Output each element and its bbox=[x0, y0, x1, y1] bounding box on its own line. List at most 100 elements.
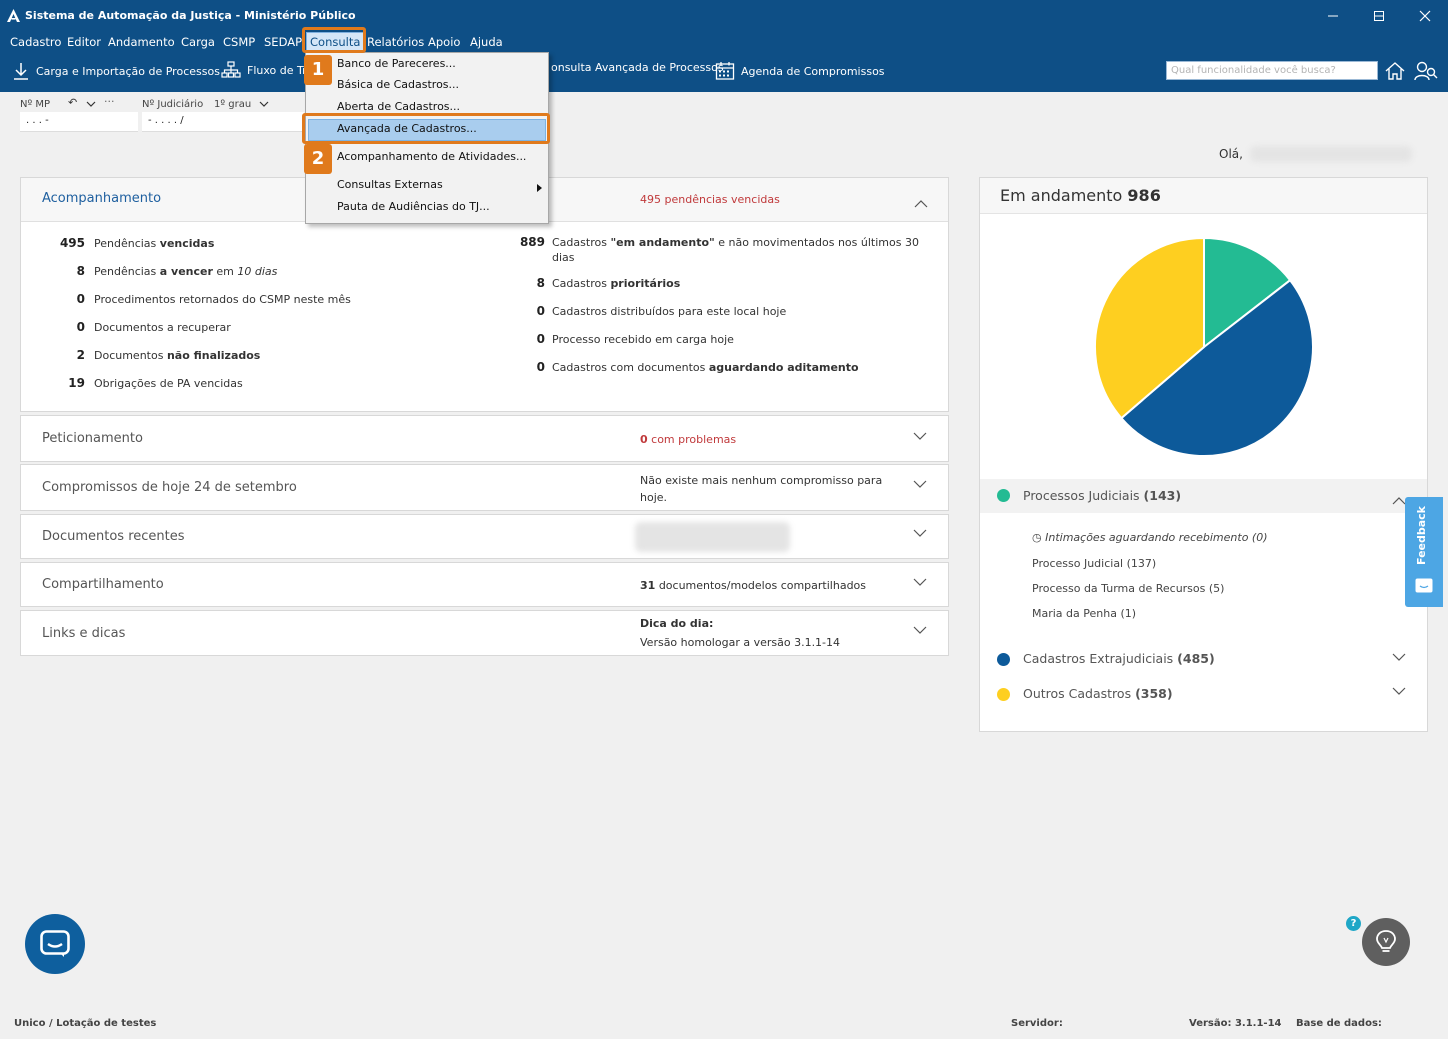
chevron-down-icon[interactable] bbox=[1392, 685, 1406, 699]
consulta-avancada-processos-button[interactable]: onsulta Avançada de Processos bbox=[551, 61, 724, 74]
stat-num[interactable]: 0 bbox=[76, 292, 85, 306]
stat-text[interactable]: Pendências a vencer em 10 dias bbox=[94, 265, 278, 278]
user-search-icon[interactable] bbox=[1414, 60, 1438, 85]
grau-label[interactable]: 1º grau bbox=[214, 99, 252, 110]
menu-apoio[interactable]: Apoio bbox=[428, 35, 461, 49]
lightbulb-icon bbox=[1376, 930, 1396, 952]
stat-num[interactable]: 2 bbox=[76, 348, 85, 362]
chevron-down-icon[interactable] bbox=[913, 576, 927, 590]
legend-outros[interactable]: Outros Cadastros (358) bbox=[1023, 686, 1173, 701]
chevron-down-icon[interactable] bbox=[913, 527, 927, 541]
stat-num[interactable]: 0 bbox=[76, 320, 85, 334]
stat-text[interactable]: Obrigações de PA vencidas bbox=[94, 377, 243, 390]
legend-processos[interactable]: Processos Judiciais (143) bbox=[1023, 488, 1181, 503]
selected-item-highlight bbox=[308, 119, 546, 141]
carga-importacao-label: Carga e Importação de Processos bbox=[36, 64, 220, 78]
mp-field[interactable]: . . . - bbox=[20, 112, 138, 132]
menu-relatorios[interactable]: Relatórios bbox=[367, 35, 425, 49]
intimacoes-item[interactable]: ◷ Intimações aguardando recebimento (0) bbox=[1032, 531, 1268, 544]
feedback-tab[interactable]: Feedback bbox=[1405, 497, 1443, 607]
stat-text[interactable]: Documentos não finalizados bbox=[94, 349, 261, 362]
peticionamento-info-text: com problemas bbox=[651, 433, 737, 446]
pie-slice-processos-judiciais[interactable] bbox=[1203, 236, 1292, 350]
processos-legend-row[interactable] bbox=[980, 479, 1427, 513]
stat-num[interactable]: 0 bbox=[536, 360, 545, 374]
menu-csmp[interactable]: CSMP bbox=[223, 35, 256, 49]
window-title: Sistema de Automação da Justiça - Minist… bbox=[25, 9, 356, 22]
judicial-field[interactable]: - . . . . / bbox=[142, 112, 304, 132]
dropdown-pauta-audiencias[interactable]: Pauta de Audiências do TJ... bbox=[337, 200, 490, 213]
compartilhamento-panel[interactable] bbox=[20, 562, 949, 607]
stat-num[interactable]: 0 bbox=[536, 304, 545, 318]
dropdown-consultas-externas[interactable]: Consultas Externas bbox=[337, 178, 443, 191]
step2-highlight-item bbox=[302, 113, 550, 144]
minimize-button-2[interactable] bbox=[1310, 4, 1356, 28]
chevron-down-icon[interactable] bbox=[913, 624, 927, 638]
stat-text[interactable]: Processo recebido em carga hoje bbox=[552, 333, 734, 346]
home-icon[interactable] bbox=[1384, 60, 1406, 85]
dropdown-avancada-cadastros[interactable]: Avançada de Cadastros... bbox=[337, 122, 477, 135]
agenda-button[interactable]: Agenda de Compromissos bbox=[715, 61, 885, 81]
pie-slice-outros-cadastros[interactable] bbox=[1094, 236, 1205, 420]
dropdown-acompanhamento-atividades[interactable]: Acompanhamento de Atividades... bbox=[337, 150, 527, 163]
judicial-label: Nº Judiciário bbox=[142, 99, 204, 110]
dropdown-aberta-cadastros[interactable]: Aberta de Cadastros... bbox=[337, 100, 461, 113]
menu-carga[interactable]: Carga bbox=[181, 35, 215, 49]
stat-num[interactable]: 8 bbox=[536, 276, 545, 290]
search-input[interactable]: Qual funcionalidade você busca? bbox=[1166, 61, 1378, 80]
stat-text[interactable]: Cadastros prioritários bbox=[552, 277, 681, 290]
dropdown-basica-cadastros[interactable]: Básica de Cadastros... bbox=[337, 78, 460, 91]
app-logo-icon bbox=[7, 9, 20, 25]
em-andamento-total: 986 bbox=[1127, 186, 1161, 205]
stat-num[interactable]: 889 bbox=[519, 235, 545, 249]
menu-editor[interactable]: Editor bbox=[67, 35, 102, 49]
chevron-down-icon[interactable] bbox=[913, 478, 927, 492]
stat-num[interactable]: 8 bbox=[76, 264, 85, 278]
stat-text[interactable]: Cadastros "em andamento" e não movimenta… bbox=[552, 236, 919, 264]
compromissos-panel[interactable] bbox=[20, 464, 949, 511]
maria-penha-item[interactable]: Maria da Penha (1) bbox=[1032, 607, 1137, 620]
stat-num[interactable]: 19 bbox=[68, 376, 85, 390]
maximize-button[interactable] bbox=[1356, 4, 1402, 28]
more-icon[interactable]: ··· bbox=[104, 95, 115, 108]
fluxo-button[interactable]: Fluxo de Tr bbox=[221, 61, 307, 79]
processo-judicial-item[interactable]: Processo Judicial (137) bbox=[1032, 557, 1157, 570]
pie-slice-cadastros-extrajudiciais[interactable] bbox=[1119, 278, 1314, 457]
chevron-up-icon[interactable] bbox=[914, 197, 928, 211]
turma-recursos-item[interactable]: Processo da Turma de Recursos (5) bbox=[1032, 582, 1225, 595]
chevron-down-icon[interactable] bbox=[86, 97, 96, 111]
carga-importacao-button[interactable]: Carga e Importação de Processos bbox=[12, 61, 220, 81]
close-button[interactable] bbox=[1402, 4, 1448, 28]
menu-andamento[interactable]: Andamento bbox=[108, 35, 175, 49]
legend-extra-label: Cadastros Extrajudiciais bbox=[1023, 651, 1174, 666]
stat-text[interactable]: Procedimentos retornados do CSMP neste m… bbox=[94, 293, 351, 306]
help-badge[interactable]: ? bbox=[1346, 916, 1361, 931]
documentos-recentes-title: Documentos recentes bbox=[42, 529, 185, 544]
grau-chevron-icon[interactable] bbox=[259, 97, 269, 111]
legend-processos-count: (143) bbox=[1143, 488, 1182, 503]
menu-bar: Cadastro Editor Andamento Carga CSMP SED… bbox=[0, 32, 1448, 52]
menu-cadastro[interactable]: Cadastro bbox=[10, 35, 62, 49]
stat-text[interactable]: Documentos a recuperar bbox=[94, 321, 231, 334]
peticionamento-panel[interactable] bbox=[20, 415, 949, 462]
chat-button[interactable] bbox=[25, 914, 85, 974]
back-arrow-icon[interactable]: ↶ bbox=[68, 96, 78, 109]
stat-text[interactable]: Cadastros distribuídos para este local h… bbox=[552, 305, 787, 318]
chevron-down-icon[interactable] bbox=[1392, 651, 1406, 665]
stat-text[interactable]: Cadastros com documentos aguardando adit… bbox=[552, 361, 859, 374]
chat-smile-icon bbox=[1415, 578, 1433, 593]
legend-extrajudiciais[interactable]: Cadastros Extrajudiciais (485) bbox=[1023, 651, 1215, 666]
pie-chart[interactable] bbox=[1093, 236, 1315, 458]
stat-num[interactable]: 495 bbox=[59, 236, 85, 250]
menu-ajuda[interactable]: Ajuda bbox=[470, 35, 503, 49]
minimize-button[interactable] bbox=[1356, 4, 1402, 28]
dropdown-banco-pareceres[interactable]: Banco de Pareceres... bbox=[337, 57, 456, 70]
chevron-up-icon[interactable] bbox=[1392, 494, 1406, 508]
links-dicas-panel[interactable] bbox=[20, 610, 949, 656]
stat-text[interactable]: Pendências vencidas bbox=[94, 237, 215, 250]
stat-num[interactable]: 0 bbox=[536, 332, 545, 346]
chevron-down-icon[interactable] bbox=[913, 430, 927, 444]
menu-sedap[interactable]: SEDAP bbox=[264, 35, 303, 49]
tips-button[interactable] bbox=[1362, 918, 1410, 966]
documentos-recentes-panel[interactable] bbox=[20, 514, 949, 559]
